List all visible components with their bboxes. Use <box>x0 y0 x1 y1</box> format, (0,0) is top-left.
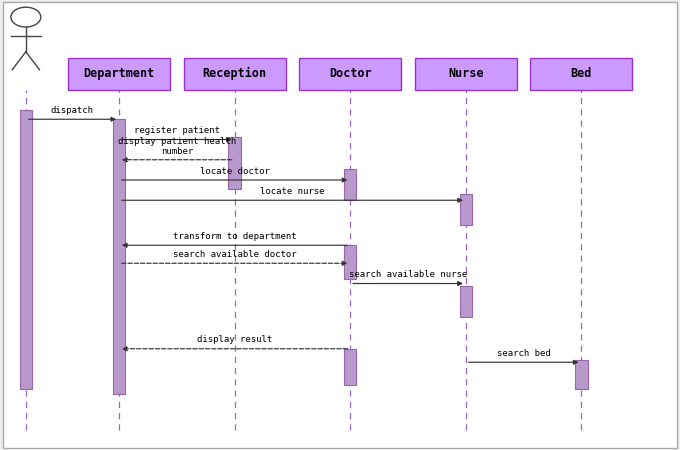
Text: search bed: search bed <box>496 349 551 358</box>
Bar <box>20 110 32 389</box>
Text: number: number <box>160 147 193 156</box>
Text: dispatch: dispatch <box>51 106 94 115</box>
Bar <box>575 360 588 389</box>
Text: register patient: register patient <box>134 126 220 135</box>
Text: search available doctor: search available doctor <box>173 250 296 259</box>
Text: display result: display result <box>197 335 272 344</box>
Text: Doctor: Doctor <box>329 68 371 80</box>
Text: locate nurse: locate nurse <box>260 187 324 196</box>
Text: transform to department: transform to department <box>173 232 296 241</box>
Bar <box>460 286 472 317</box>
Bar <box>344 169 356 200</box>
Bar <box>460 194 472 225</box>
Bar <box>299 58 401 90</box>
Bar <box>113 119 125 394</box>
Bar <box>184 58 286 90</box>
Bar <box>530 58 632 90</box>
Text: Reception: Reception <box>203 67 267 81</box>
Bar <box>344 245 356 279</box>
Bar <box>68 58 170 90</box>
Text: Nurse: Nurse <box>448 68 483 80</box>
Text: locate doctor: locate doctor <box>200 166 269 176</box>
Bar <box>344 349 356 385</box>
Bar <box>415 58 517 90</box>
Bar <box>228 137 241 189</box>
Text: Department: Department <box>84 68 154 80</box>
Text: search available nurse: search available nurse <box>349 270 467 279</box>
Text: display patient health: display patient health <box>118 137 236 146</box>
Text: Bed: Bed <box>571 68 592 80</box>
